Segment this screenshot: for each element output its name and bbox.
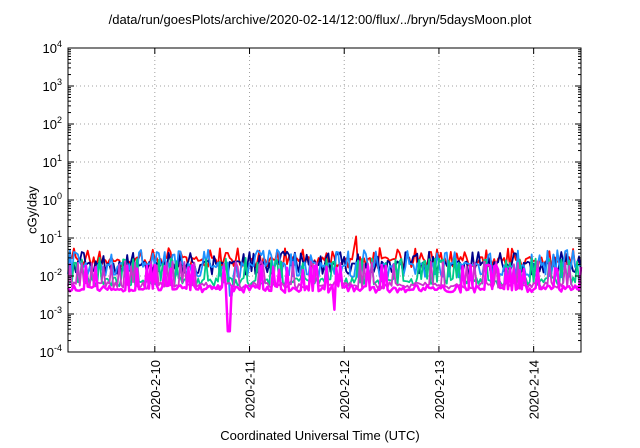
chart-title: /data/run/goesPlots/archive/2020-02-14/1… [108, 12, 532, 27]
series-line [66, 263, 583, 333]
y-tick-label: 10-3 [40, 305, 62, 322]
x-tick-label: 2020-2-10 [148, 360, 163, 419]
y-tick-label: 102 [43, 115, 62, 132]
grid-layer [68, 48, 581, 352]
x-axis-label: Coordinated Universal Time (UTC) [220, 428, 420, 443]
y-tick-label: 10-1 [40, 229, 62, 246]
x-tick-label: 2020-2-11 [243, 360, 258, 418]
y-tick-label: 10-4 [40, 343, 62, 360]
series-layer [66, 235, 583, 333]
x-tick-label: 2020-2-12 [337, 360, 352, 419]
x-tick-label: 2020-2-13 [432, 360, 447, 419]
y-tick-label: 10-2 [40, 267, 62, 284]
y-tick-label: 100 [43, 191, 62, 208]
y-tick-label: 104 [43, 39, 62, 56]
y-tick-label: 101 [43, 153, 62, 170]
tick-layer: 10-4 10-3 10-2 10-1 100 101 102 103 104 2020-2-10… [40, 39, 581, 419]
y-tick-label: 103 [43, 77, 62, 94]
x-tick-label: 2020-2-14 [527, 360, 542, 419]
